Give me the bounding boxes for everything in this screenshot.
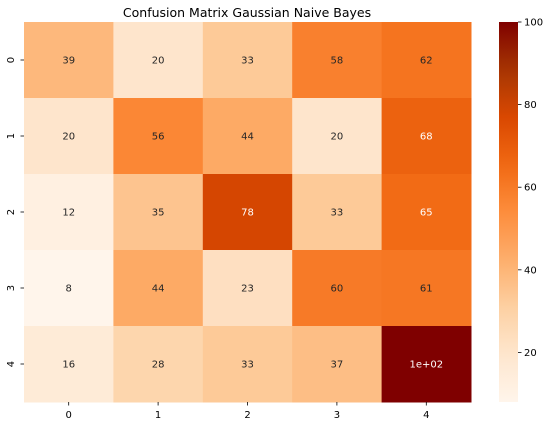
cell-label-r1-c4: 68 (420, 132, 433, 143)
x-tick-label-2: 2 (244, 410, 250, 421)
colorbar (499, 22, 518, 402)
y-axis: 0 1 2 3 4 (6, 57, 24, 367)
cell-label-r3-c4: 61 (420, 284, 433, 295)
y-tick-label-3: 3 (6, 285, 17, 291)
x-tick-label-0: 0 (66, 410, 72, 421)
x-tick-label-4: 4 (423, 410, 429, 421)
cell-label-r4-c4: 1e+02 (409, 360, 443, 371)
cell-label-r0-c4: 62 (420, 56, 433, 67)
cell-label-r1-c1: 56 (152, 132, 165, 143)
colorbar-ticks: 20 40 60 80 100 (518, 18, 543, 359)
cell-label-r3-c3: 60 (331, 284, 344, 295)
cell-label-r0-c3: 58 (331, 56, 344, 67)
cell-label-r4-c0: 16 (62, 360, 75, 371)
cell-label-r3-c0: 8 (66, 284, 72, 295)
x-axis: 0 1 2 3 4 (66, 402, 430, 421)
cell-label-r3-c2: 23 (241, 284, 254, 295)
cell-label-r2-c0: 12 (62, 208, 75, 219)
y-tick-label-4: 4 (6, 361, 17, 367)
cell-label-r0-c0: 39 (62, 56, 75, 67)
colorbar-tick-label-2: 60 (524, 183, 537, 194)
x-tick-label-1: 1 (155, 410, 161, 421)
cell-label-r1-c0: 20 (62, 132, 75, 143)
cell-label-r2-c4: 65 (420, 208, 433, 219)
cell-label-r1-c2: 44 (241, 132, 254, 143)
cell-label-r3-c1: 44 (152, 284, 165, 295)
cell-label-r0-c1: 20 (152, 56, 165, 67)
cell-label-r4-c3: 37 (331, 360, 344, 371)
cell-label-r0-c2: 33 (241, 56, 254, 67)
cell-label-r2-c1: 35 (152, 208, 165, 219)
y-tick-label-1: 1 (6, 133, 17, 139)
cell-label-r4-c1: 28 (152, 360, 165, 371)
colorbar-tick-label-3: 80 (524, 100, 537, 111)
cell-label-r1-c3: 20 (331, 132, 344, 143)
colorbar-tick-label-4: 100 (524, 18, 543, 29)
cell-label-r2-c2: 78 (241, 208, 254, 219)
y-tick-label-0: 0 (6, 57, 17, 63)
cell-label-r4-c2: 33 (241, 360, 254, 371)
y-tick-label-2: 2 (6, 209, 17, 215)
colorbar-tick-label-0: 20 (524, 348, 537, 359)
colorbar-tick-label-1: 40 (524, 265, 537, 276)
chart-title: Confusion Matrix Gaussian Naive Bayes (123, 5, 371, 20)
cell-label-r2-c3: 33 (331, 208, 344, 219)
x-tick-label-3: 3 (334, 410, 340, 421)
